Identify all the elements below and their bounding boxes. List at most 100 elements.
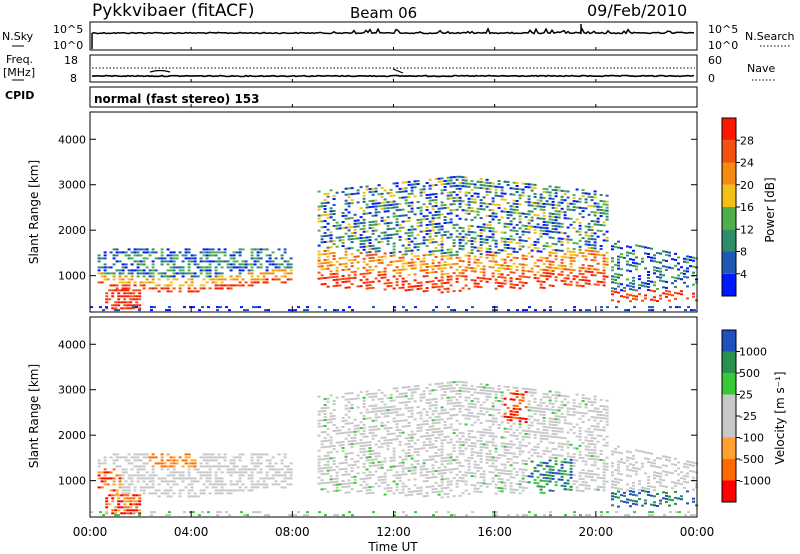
velocity-cell [482, 479, 486, 482]
power-cell [238, 281, 242, 284]
velocity-cell [437, 466, 441, 469]
power-cell [677, 277, 680, 280]
velocity-cell [365, 411, 369, 414]
power-cell [551, 206, 555, 209]
velocity-cell [359, 427, 363, 430]
velocity-cell [485, 395, 489, 398]
power-cell [512, 256, 516, 259]
velocity-cell [135, 503, 139, 506]
velocity-cell [554, 394, 558, 397]
velocity-cell [419, 429, 423, 432]
power-cell [533, 261, 537, 264]
power-cell [190, 257, 194, 260]
velocity-cell [323, 467, 327, 469]
power-cell [554, 192, 558, 195]
velocity-cell [166, 480, 170, 483]
power-cell [482, 274, 486, 277]
power-cell [356, 225, 360, 228]
power-cell [323, 208, 327, 210]
power-cell [521, 212, 525, 215]
power-cell [464, 185, 468, 188]
power-cell [452, 245, 456, 248]
velocity-cell [422, 423, 426, 426]
power-cell [166, 269, 170, 272]
velocity-cell [515, 411, 519, 413]
power-cell [569, 253, 573, 256]
power-cell [365, 188, 369, 191]
velocity-cell [362, 477, 366, 480]
power-cell [111, 295, 115, 298]
power-cell [160, 275, 164, 278]
power-cell [323, 220, 327, 222]
power-cell [587, 228, 591, 231]
power-cell [425, 254, 429, 256]
power-cell [515, 209, 519, 211]
velocity-cell [139, 489, 143, 492]
velocity-cell [578, 471, 582, 474]
power-cell [626, 263, 629, 266]
power-cell [479, 277, 483, 280]
velocity-cell [235, 480, 239, 483]
velocity-cell [187, 456, 191, 459]
power-cell [564, 309, 567, 312]
power-cell [596, 280, 600, 283]
power-cell [632, 279, 635, 282]
power-cell [404, 262, 408, 265]
velocity-cell [320, 443, 324, 446]
velocity-cell [103, 456, 107, 459]
power-cell [401, 262, 405, 265]
power-cell [383, 189, 387, 192]
velocity-cell [117, 497, 121, 500]
power-cell [371, 259, 375, 262]
power-cell [482, 229, 486, 232]
velocity-cell [145, 453, 149, 456]
velocity-cell [404, 419, 408, 422]
velocity-cell [542, 428, 546, 431]
velocity-cell [338, 489, 342, 492]
velocity-cell [392, 405, 396, 408]
velocity-cell [163, 477, 167, 480]
velocity-cell [202, 453, 206, 456]
power-cell [440, 282, 444, 285]
power-cell [187, 248, 191, 251]
power-cell [524, 228, 528, 230]
velocity-cell [443, 424, 447, 426]
power-cell [250, 284, 254, 287]
power-cell [199, 260, 203, 263]
velocity-cell [479, 437, 483, 440]
velocity-cell [365, 486, 369, 489]
power-cell [124, 275, 128, 278]
power-cell [117, 309, 120, 312]
velocity-cell [479, 407, 483, 410]
velocity-cell [383, 436, 387, 439]
velocity-cell [482, 407, 486, 410]
velocity-cell [419, 465, 423, 468]
velocity-cell [268, 468, 272, 471]
velocity-cell [323, 398, 327, 400]
velocity-cell [548, 456, 552, 459]
velocity-cell [362, 480, 366, 483]
noise-panel: N.Sky 10^5 10^0 10^5 10^0 N.Search [2, 21, 795, 52]
velocity-cell [250, 489, 254, 492]
velocity-cell [392, 399, 396, 402]
power-cell [395, 206, 399, 209]
velocity-cell [437, 427, 441, 430]
power-cell [497, 267, 501, 269]
velocity-cell [497, 400, 501, 402]
velocity-cell [350, 440, 354, 443]
power-cell [545, 224, 549, 227]
power-cell [329, 234, 333, 237]
power-cell [686, 297, 689, 300]
power-cell [632, 285, 635, 288]
velocity-cell [317, 455, 321, 458]
power-cell [539, 202, 543, 205]
velocity-cell [428, 404, 432, 407]
velocity-cell [323, 416, 327, 418]
power-cell [407, 180, 411, 183]
power-cell [90, 306, 93, 309]
velocity-cell [157, 495, 161, 498]
power-cell [497, 204, 501, 206]
velocity-cell [440, 451, 444, 454]
power-cell [623, 295, 626, 298]
power-cell [250, 281, 254, 284]
